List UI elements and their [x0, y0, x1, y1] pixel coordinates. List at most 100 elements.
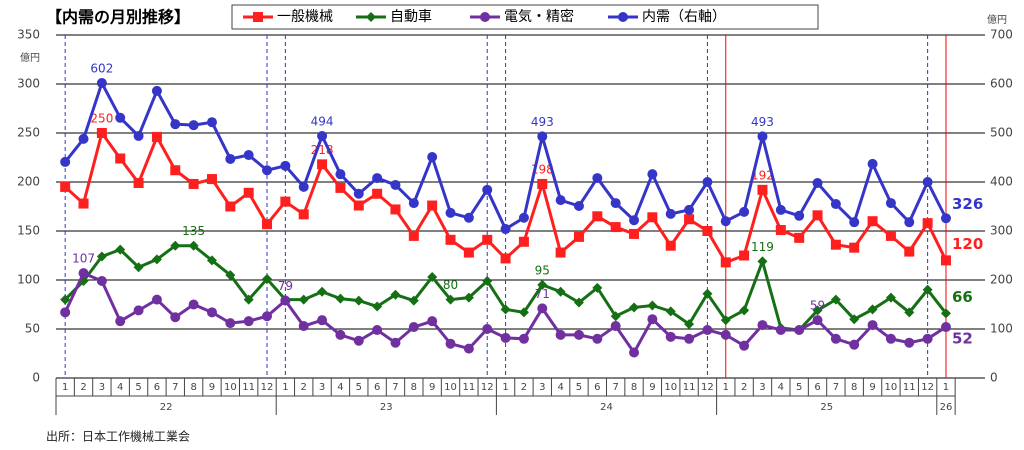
- x-tick-label: 2: [741, 382, 747, 393]
- data-label: 494: [311, 114, 334, 128]
- point: [665, 306, 676, 317]
- x-tick-label: 1: [502, 382, 508, 393]
- point: [298, 321, 309, 332]
- y2-tick-label: 600: [990, 77, 1013, 91]
- point: [885, 198, 896, 209]
- point: [225, 318, 236, 329]
- point: [684, 204, 695, 215]
- point: [922, 218, 933, 229]
- point: [885, 292, 896, 303]
- point: [500, 224, 511, 235]
- point: [78, 133, 89, 144]
- point: [867, 320, 878, 331]
- point: [794, 324, 805, 335]
- point: [243, 187, 254, 198]
- y2-tick-label: 0: [990, 371, 998, 385]
- x-tick-label: 4: [337, 382, 343, 393]
- point: [390, 337, 401, 348]
- point: [482, 234, 493, 245]
- point: [335, 169, 346, 180]
- y2-tick-label: 500: [990, 126, 1013, 140]
- point: [812, 315, 823, 326]
- point: [665, 240, 676, 251]
- x-tick-label: 11: [463, 382, 476, 393]
- point: [317, 130, 328, 141]
- point: [408, 230, 419, 241]
- point: [830, 333, 841, 344]
- x-tick-label: 8: [411, 382, 417, 393]
- year-label: 24: [600, 402, 613, 413]
- point: [115, 153, 126, 164]
- point: [940, 255, 951, 266]
- legend-label: 一般機械: [277, 9, 333, 25]
- point: [629, 228, 640, 239]
- x-tick-label: 4: [117, 382, 123, 393]
- data-label: 79: [278, 279, 293, 293]
- x-tick-label: 7: [833, 382, 839, 393]
- x-tick-label: 11: [903, 382, 916, 393]
- point: [702, 226, 713, 236]
- data-label: 493: [531, 115, 554, 129]
- point: [317, 159, 328, 170]
- point: [280, 160, 291, 171]
- point: [555, 247, 566, 258]
- point: [720, 216, 731, 227]
- point: [427, 200, 438, 211]
- point: [408, 198, 419, 209]
- point: [739, 250, 750, 261]
- y2-tick-label: 100: [990, 322, 1013, 336]
- point: [353, 200, 364, 211]
- point: [702, 324, 713, 335]
- point: [243, 150, 254, 161]
- point: [317, 315, 328, 326]
- point: [518, 307, 529, 318]
- point: [115, 112, 126, 123]
- legend-marker: [618, 12, 628, 22]
- x-tick-label: 2: [301, 382, 307, 393]
- x-tick-label: 1: [943, 382, 949, 393]
- x-tick-label: 2: [80, 382, 86, 393]
- y-tick-label: 250: [17, 126, 40, 140]
- point: [188, 120, 199, 131]
- point: [78, 268, 89, 279]
- data-label: 71: [535, 287, 550, 301]
- year-label: 23: [380, 402, 393, 413]
- point: [592, 333, 603, 344]
- data-label: 107: [72, 252, 95, 266]
- y-tick-label: 350: [17, 28, 40, 42]
- point: [739, 206, 750, 217]
- point: [739, 305, 750, 316]
- point: [647, 169, 658, 180]
- legend-marker: [366, 12, 376, 22]
- point: [335, 182, 346, 193]
- point: [372, 173, 383, 184]
- x-tick-label: 3: [759, 382, 765, 393]
- legend-marker: [480, 12, 490, 22]
- point: [151, 294, 162, 305]
- point: [225, 153, 236, 164]
- legend-label: 自動車: [390, 8, 432, 25]
- x-tick-label: 1: [282, 382, 288, 393]
- point: [940, 213, 951, 224]
- point: [243, 294, 254, 305]
- y2-tick-label: 200: [990, 273, 1013, 287]
- point: [170, 240, 181, 251]
- point: [335, 329, 346, 340]
- point: [445, 294, 456, 305]
- point: [262, 165, 273, 176]
- point: [133, 305, 144, 316]
- point: [849, 339, 860, 350]
- point: [427, 152, 438, 163]
- y-tick-label: 200: [17, 175, 40, 189]
- point: [463, 292, 474, 303]
- point: [60, 156, 71, 167]
- point: [206, 117, 217, 128]
- point: [702, 288, 713, 299]
- y-tick-label: 300: [17, 77, 40, 91]
- x-tick-label: 2: [521, 382, 527, 393]
- point: [904, 246, 915, 257]
- point: [610, 311, 621, 322]
- x-tick-label: 12: [261, 382, 274, 393]
- point: [629, 302, 640, 313]
